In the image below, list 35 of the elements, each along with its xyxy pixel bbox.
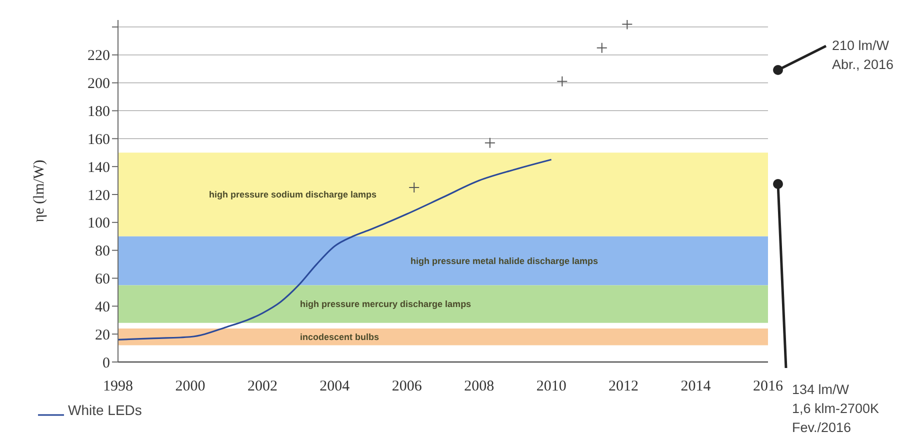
y-tick-label: 160 bbox=[88, 132, 110, 148]
point bbox=[622, 20, 633, 30]
band-label: high pressure sodium discharge lamps bbox=[209, 189, 377, 200]
point bbox=[596, 42, 608, 54]
x-tick-label: 2012 bbox=[608, 378, 639, 395]
y-tick-label: 200 bbox=[88, 76, 110, 92]
band-label: incodescent bulbs bbox=[300, 332, 380, 342]
y-tick-label: 140 bbox=[88, 160, 110, 176]
y-tick-label: 220 bbox=[88, 48, 110, 64]
x-tick-label: 2014 bbox=[680, 378, 712, 395]
x-tick-label: 1998 bbox=[103, 378, 133, 395]
text: 210 lm/W Abr., 2016 bbox=[832, 37, 894, 74]
point bbox=[408, 182, 420, 194]
y-tick-label: 60 bbox=[95, 272, 110, 288]
text: 134 lm/W 1,6 klm-2700K Fev./2016 bbox=[792, 381, 880, 437]
band-label: high pressure mercury discharge lamps bbox=[300, 299, 472, 310]
x-tick-label: 2002 bbox=[247, 378, 278, 395]
point bbox=[484, 137, 496, 148]
x-tick-label: 2008 bbox=[464, 378, 494, 395]
x-tick-label: 2004 bbox=[320, 378, 350, 395]
y-tick-label: 0 bbox=[102, 355, 110, 372]
y-tick-label: 120 bbox=[88, 188, 110, 204]
x-tick-label: 2010 bbox=[536, 378, 566, 395]
y-tick-label: 80 bbox=[95, 244, 110, 260]
band-label: high pressure metal halide discharge lamps bbox=[410, 256, 598, 266]
y-axis-title: ηe (lm/W) bbox=[31, 160, 48, 222]
y-tick-label: 40 bbox=[95, 299, 110, 316]
point bbox=[556, 76, 568, 87]
legend-label: White LEDs bbox=[68, 402, 142, 418]
y-tick-label: 100 bbox=[88, 216, 110, 232]
y-tick-label: 180 bbox=[88, 104, 110, 120]
x-tick-label: 2016 bbox=[753, 378, 784, 395]
x-tick-label: 2000 bbox=[175, 378, 206, 395]
y-tick-label: 20 bbox=[95, 327, 110, 344]
x-tick-label: 2006 bbox=[392, 378, 422, 395]
